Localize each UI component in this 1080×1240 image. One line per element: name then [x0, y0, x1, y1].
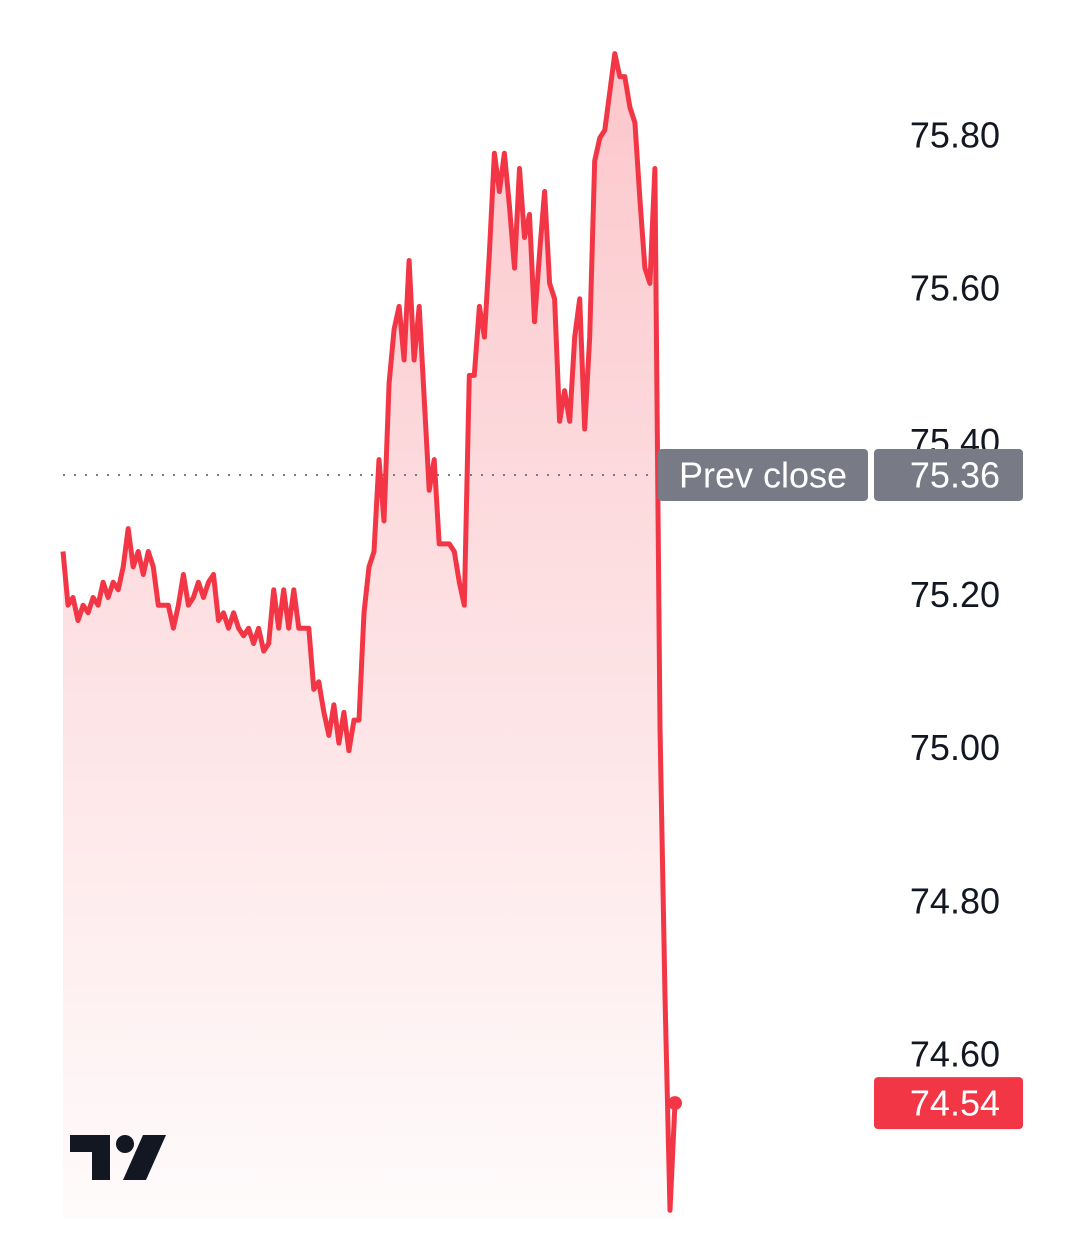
- last-price-box: [874, 1077, 1023, 1130]
- y-tick-label: 74.80: [910, 880, 1000, 921]
- y-tick-label: 75.60: [910, 268, 1000, 309]
- y-tick-label: 75.00: [910, 727, 1000, 768]
- y-tick-label: 75.20: [910, 574, 1000, 615]
- last-point: [668, 1096, 682, 1111]
- price-line: [60, 51, 678, 1213]
- logo: [70, 1135, 166, 1180]
- y-tick-label: 75.80: [910, 114, 1000, 155]
- last-price-label: 74.54: [910, 1083, 1000, 1124]
- area: [63, 53, 675, 1219]
- prev-close-value: 75.36: [910, 454, 1000, 495]
- prev-close-label: Prev close: [679, 454, 847, 495]
- prev-close-box: [658, 448, 868, 501]
- prev-close-value-box: [874, 448, 1023, 501]
- y-tick-label: 74.60: [910, 1034, 1000, 1075]
